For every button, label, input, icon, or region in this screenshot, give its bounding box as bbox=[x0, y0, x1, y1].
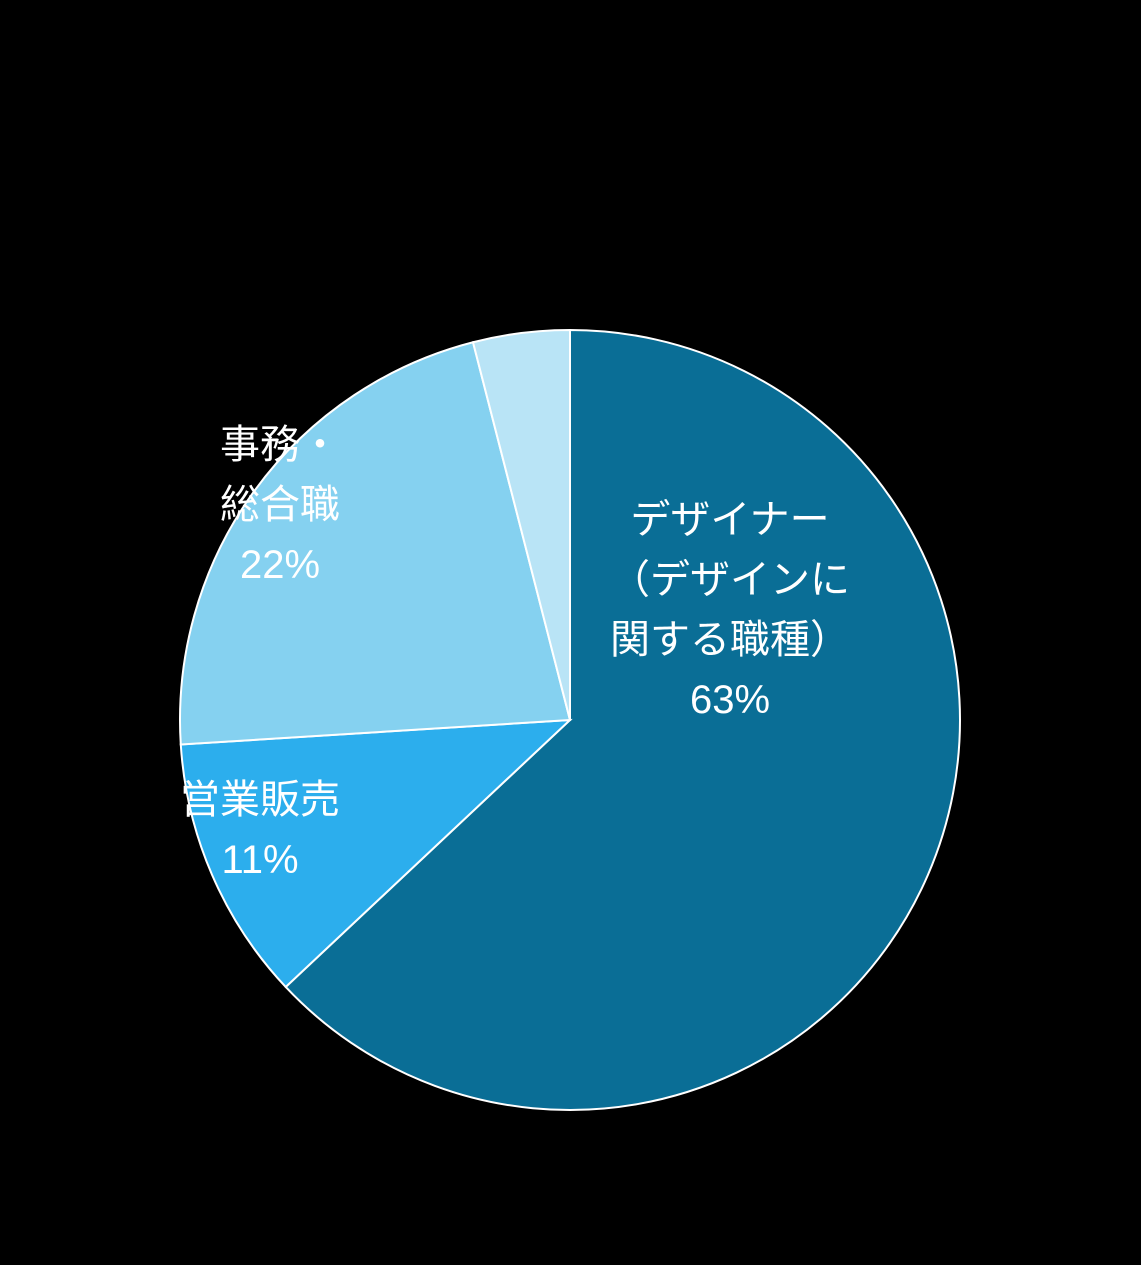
slice-label-designer: デザイナー （デザインに 関する職種） 63% bbox=[610, 490, 850, 730]
pie-chart-container: デザイナー （デザインに 関する職種） 63% 営業販売 11% 事務・ 総合職… bbox=[0, 0, 1141, 1265]
slice-label-sales: 営業販売 11% bbox=[180, 770, 340, 890]
slice-label-office: 事務・ 総合職 22% bbox=[220, 415, 340, 595]
pie-chart-svg bbox=[0, 0, 1141, 1265]
